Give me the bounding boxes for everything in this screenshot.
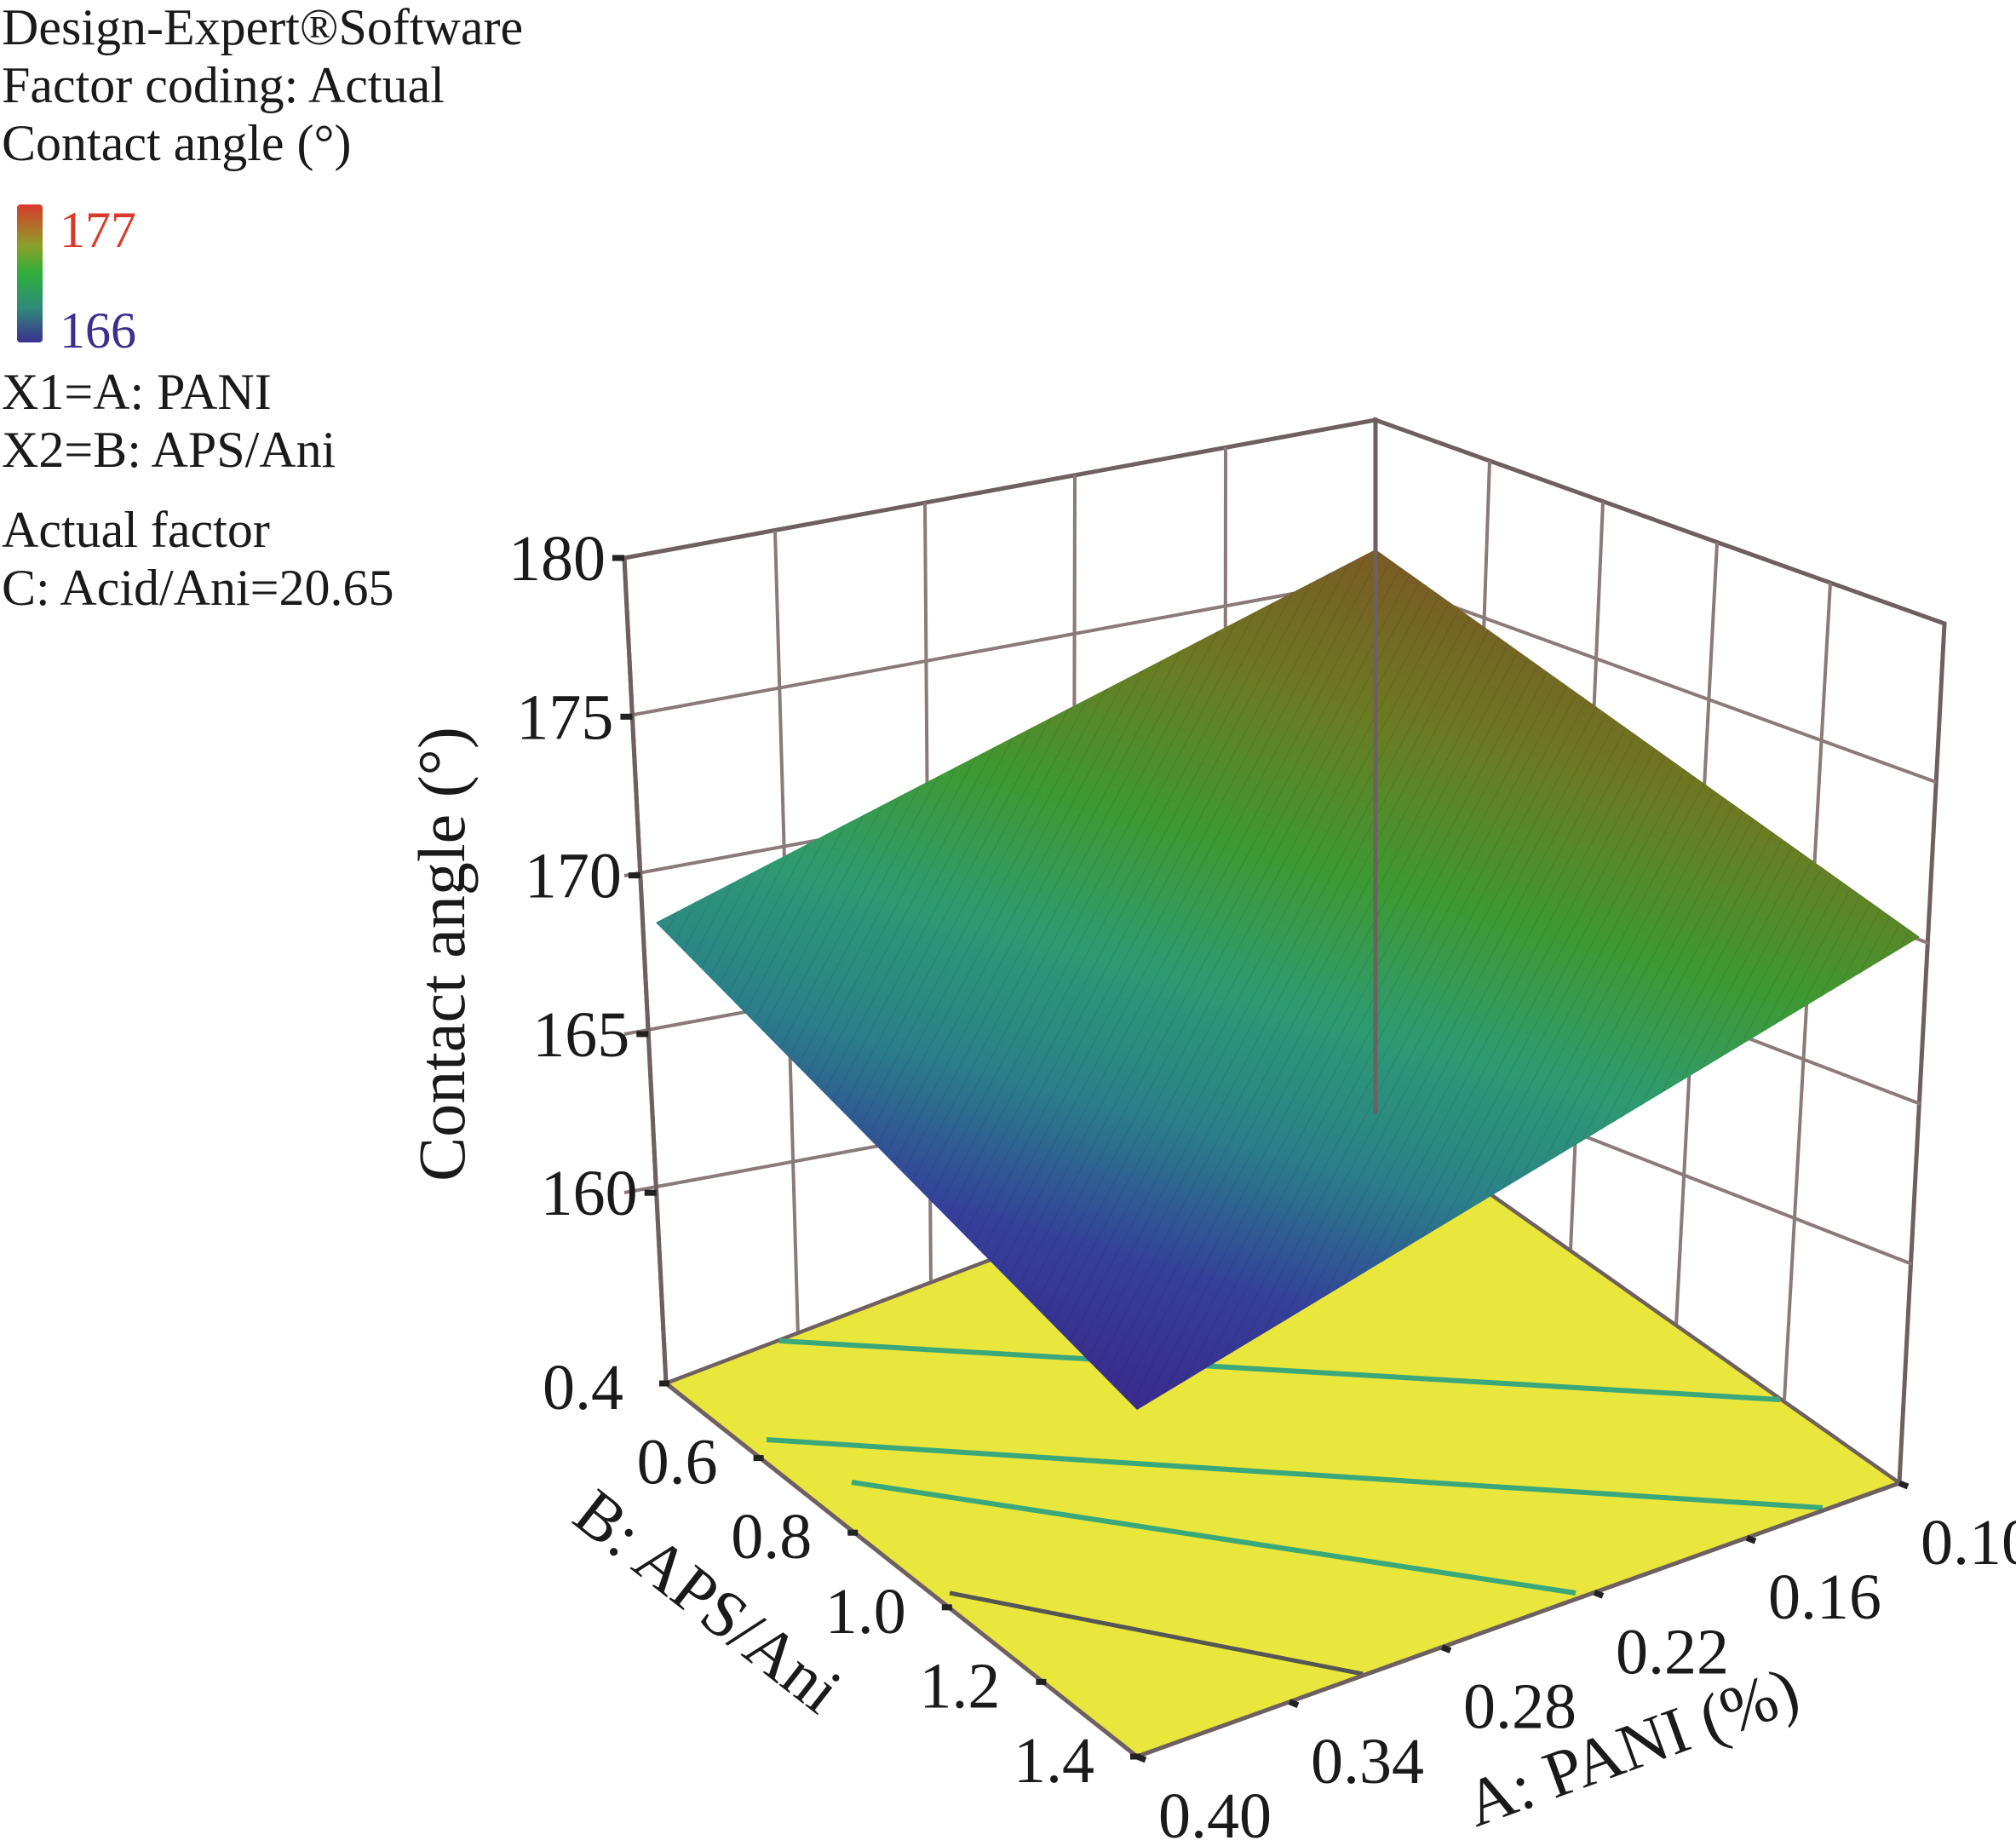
x2-label: X2=B: APS/Ani [2,422,336,478]
b-tick-label: 1.0 [825,1576,906,1648]
z-tick-label: 180 [508,523,606,595]
z-axis-line [622,557,669,1384]
a-tick-label: 0.10 [1921,1507,2016,1579]
software-label: Design-Expert®Software [2,0,523,55]
a-tick-label: 0.34 [1311,1726,1424,1797]
b-tick-label: 0.4 [543,1352,623,1423]
actual-factor-title: Actual factor [2,502,270,558]
a-tick-mark [1593,1590,1605,1599]
axis-ticks: 180 175 170 165 160 0.40.60.81.01.21.4 0.10 0.1… [508,523,2016,1846]
floor-contour-line [949,1590,1364,1676]
z-tick-label: 175 [516,681,613,753]
z-tick-label: 165 [532,999,629,1071]
info-panel: Design-Expert®Software Factor coding: Ac… [2,0,523,616]
legend-high-value: 177 [60,202,136,258]
a-tick-label: 0.22 [1616,1616,1729,1688]
b-axis-line [664,1382,1139,1758]
floor-contour-line [766,1437,1824,1510]
left-wall-gridline-175 [623,577,1376,718]
floor-contour-line [851,1480,1577,1596]
z-tick-label: 160 [541,1158,638,1229]
z-tick-label: 170 [525,841,622,912]
a-tick-mark [1440,1644,1452,1653]
b-tick-label: 1.2 [919,1650,1000,1722]
a-tick-mark [1898,1480,1910,1490]
a-tick-label: 0.16 [1768,1561,1881,1633]
right-wall-gridline-175 [1375,577,1937,784]
z-axis-title: Contact angle (°) [405,727,479,1182]
b-tick-label: 0.8 [731,1501,812,1573]
a-tick-mark [1288,1699,1300,1709]
b-tick-label: 1.4 [1014,1725,1094,1797]
b-tick-label: 0.6 [637,1427,718,1498]
front-axes [622,420,1900,1759]
color-legend-bar [17,204,43,342]
surface-mesh [656,549,1920,1410]
a-axis-line [1136,1481,1900,1759]
legend-low-value: 166 [60,302,136,359]
a-tick-label: 0.28 [1463,1671,1577,1743]
a-tick-mark [1745,1534,1757,1544]
actual-factor-value: C: Acid/Ani=20.65 [2,560,394,616]
response-surface [656,549,1920,1410]
floor-contour-line [778,1338,1781,1402]
x1-label: X1=A: PANI [2,364,272,420]
a-tick-mark [1135,1753,1147,1763]
factor-coding-label: Factor coding: Actual [2,57,445,113]
a-tick-label: 0.40 [1158,1780,1272,1846]
response-label: Contact angle (°) [2,115,352,171]
